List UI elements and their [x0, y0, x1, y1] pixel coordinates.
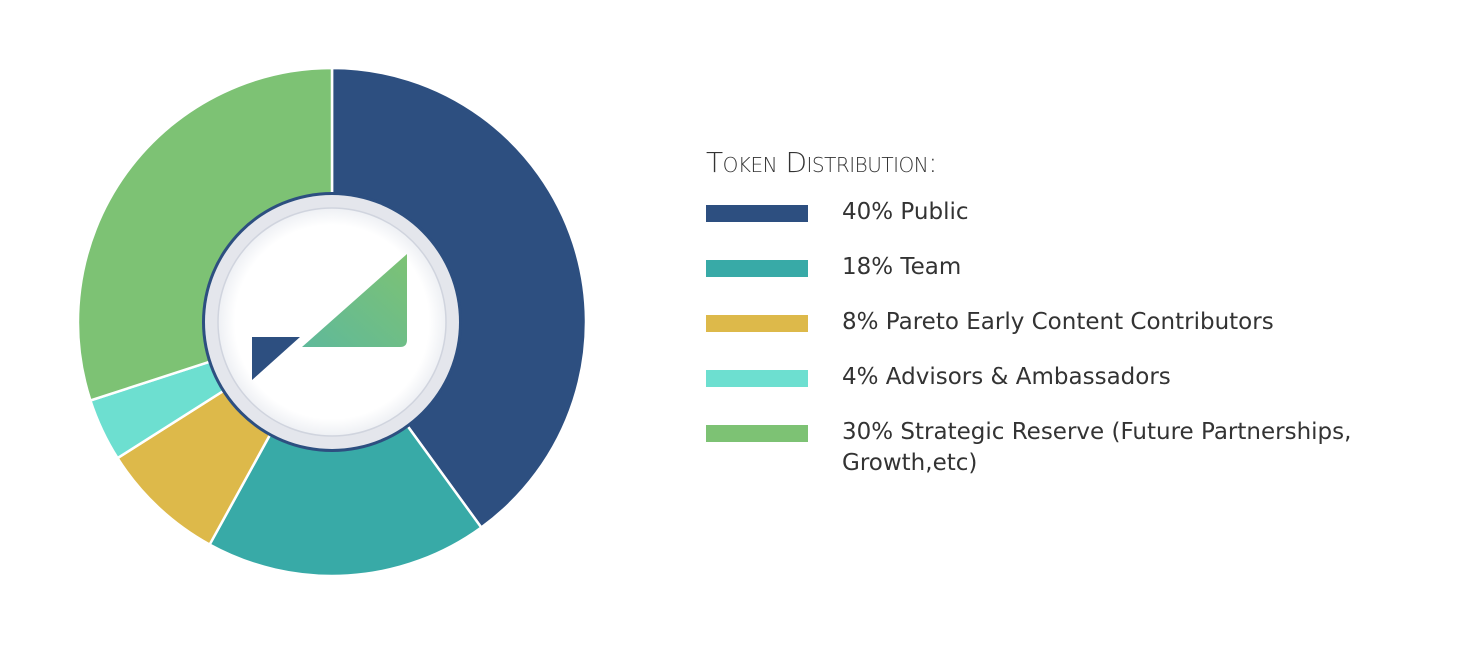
legend-label: 18% Team	[842, 254, 962, 280]
legend-swatch	[706, 260, 808, 277]
legend-swatch	[706, 315, 808, 332]
center-logo	[202, 192, 462, 452]
legend-title: Token Distribution:	[706, 146, 938, 179]
legend-swatch	[706, 205, 808, 222]
donut-chart	[76, 66, 588, 578]
legend-label: 30% Strategic Reserve (Future Partnershi…	[842, 419, 1352, 476]
legend-swatch	[706, 370, 808, 387]
legend-label: 40% Public	[842, 199, 969, 225]
legend-label: 4% Advisors & Ambassadors	[842, 364, 1171, 390]
legend-swatch	[706, 425, 808, 442]
legend-label: 8% Pareto Early Content Contributors	[842, 309, 1274, 335]
logo-blue	[252, 337, 300, 380]
logo-green	[302, 254, 407, 347]
